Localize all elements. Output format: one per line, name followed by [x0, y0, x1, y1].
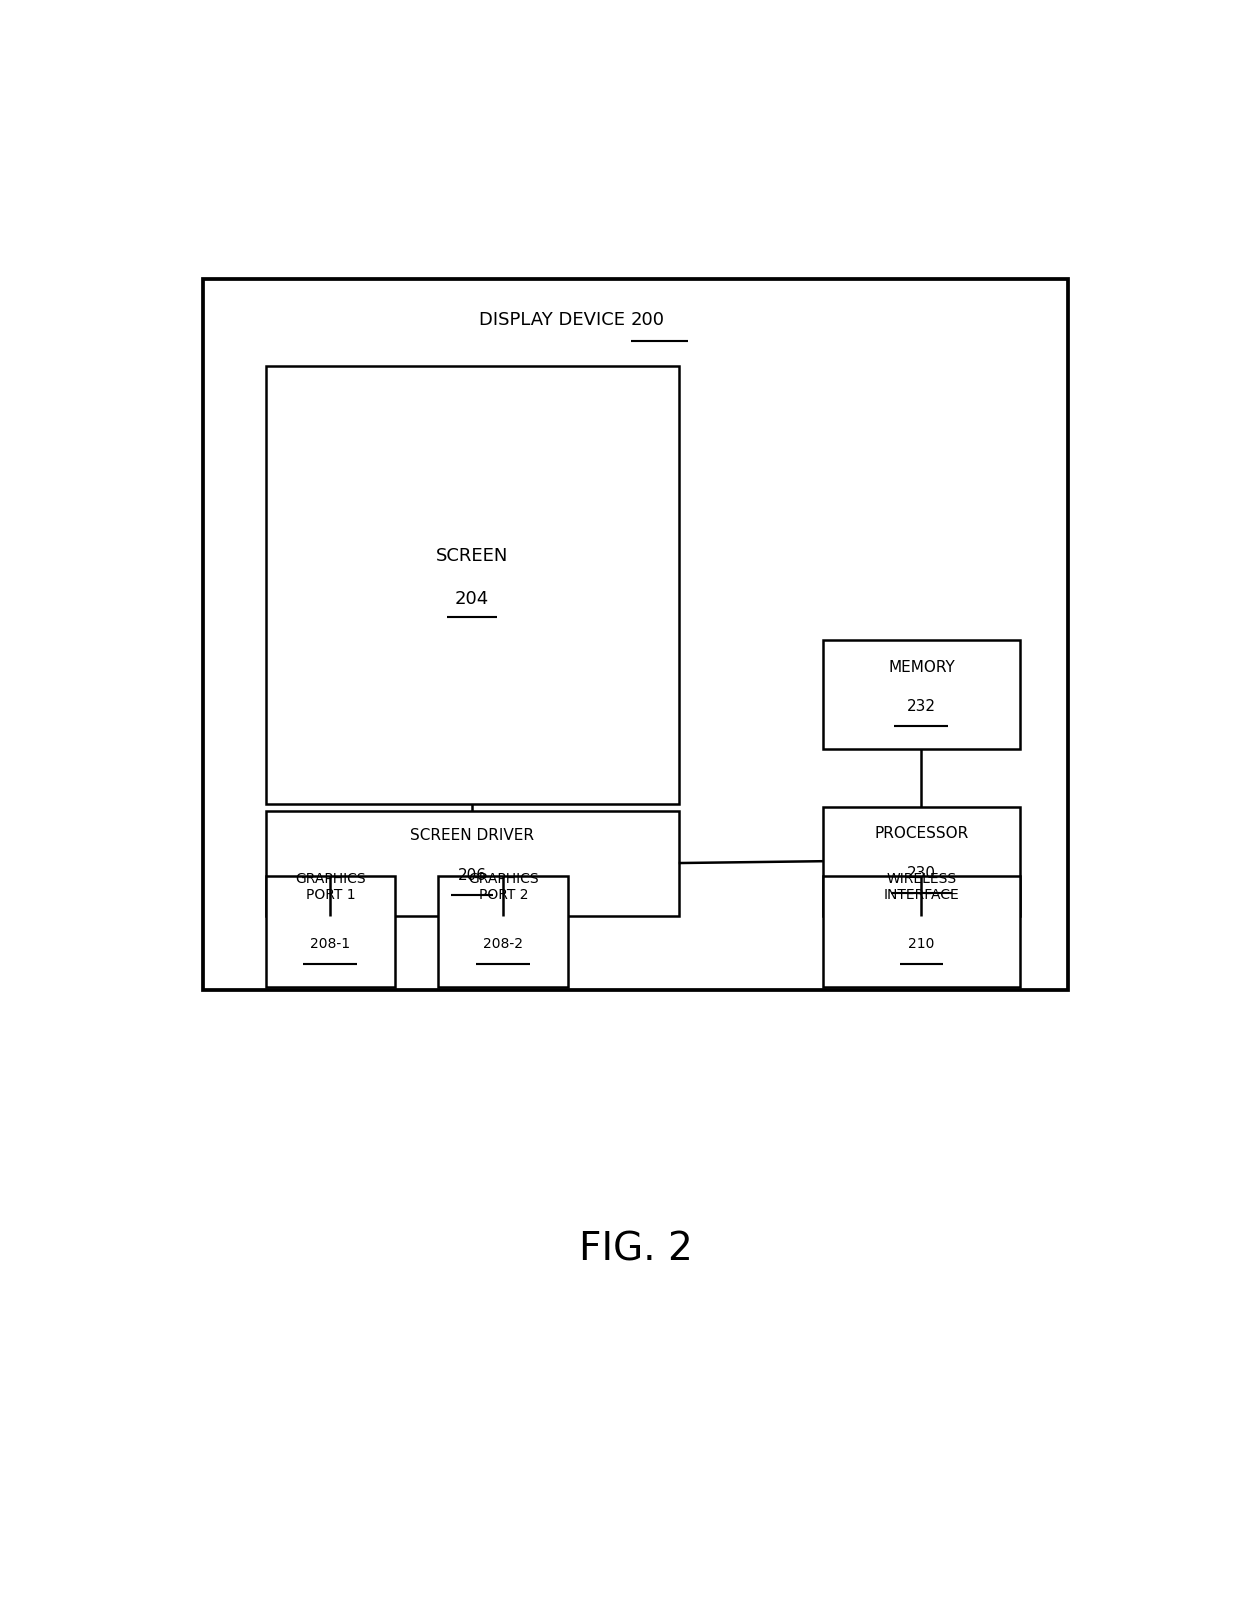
- Text: DISPLAY DEVICE: DISPLAY DEVICE: [479, 311, 631, 329]
- Text: FIG. 2: FIG. 2: [579, 1231, 692, 1268]
- Text: SCREEN DRIVER: SCREEN DRIVER: [410, 828, 534, 843]
- Text: 208-1: 208-1: [310, 937, 351, 950]
- Bar: [823, 640, 1019, 748]
- Text: 230: 230: [906, 867, 936, 881]
- Text: GRAPHICS
PORT 1: GRAPHICS PORT 1: [295, 872, 366, 902]
- Text: 200: 200: [631, 311, 665, 329]
- Text: 206: 206: [458, 868, 486, 883]
- Bar: [823, 876, 1019, 987]
- Text: 210: 210: [908, 937, 935, 950]
- Text: GRAPHICS
PORT 2: GRAPHICS PORT 2: [467, 872, 538, 902]
- Bar: [265, 876, 396, 987]
- Text: 232: 232: [906, 700, 936, 714]
- Bar: [265, 811, 678, 915]
- Bar: [823, 807, 1019, 915]
- Text: WIRELESS
INTERFACE: WIRELESS INTERFACE: [884, 872, 960, 902]
- Text: 204: 204: [455, 591, 490, 608]
- Bar: [439, 876, 568, 987]
- Text: 208-2: 208-2: [484, 937, 523, 950]
- Bar: [203, 279, 1068, 990]
- Text: MEMORY: MEMORY: [888, 660, 955, 674]
- Text: PROCESSOR: PROCESSOR: [874, 827, 968, 841]
- Text: SCREEN: SCREEN: [436, 547, 508, 565]
- Bar: [265, 366, 678, 804]
